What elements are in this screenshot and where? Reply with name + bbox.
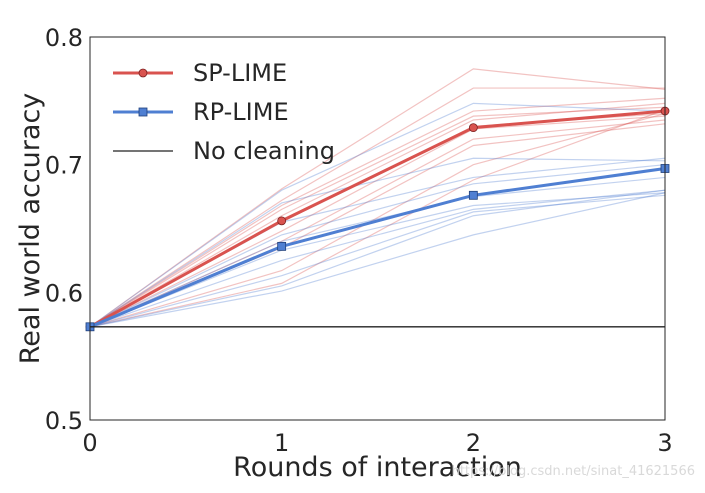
sp-lime-point (277, 216, 287, 226)
rp-lime-run-line (89, 176, 666, 328)
legend: SP-LIME RP-LIME No cleaning (113, 59, 335, 165)
rp-lime-run-line (89, 189, 666, 328)
legend-sp-lime-label: SP-LIME (193, 59, 287, 87)
sp-lime-point (468, 123, 478, 133)
rp-lime-run-line (89, 189, 666, 328)
rp-lime-run-line (89, 194, 666, 328)
sp-lime-run-line (89, 68, 666, 328)
legend-no-cleaning-label: No cleaning (193, 137, 335, 165)
x-tick-label: 2 (466, 429, 481, 457)
rp-lime-run-line (89, 102, 666, 328)
y-tick-label: 0.7 (45, 152, 83, 180)
axis-ticks: 0 1 2 3 0.5 0.6 0.7 0.8 (45, 24, 673, 457)
sp-lime-run-line (89, 113, 666, 328)
x-tick-label: 1 (274, 429, 289, 457)
x-tick-label: 0 (82, 429, 97, 457)
rp-lime-run-line (89, 157, 666, 328)
y-axis-label: Real world accuracy (15, 93, 46, 365)
rp-lime-point (277, 241, 287, 251)
legend-sp-lime-marker (138, 68, 148, 78)
rp-lime-point (468, 190, 478, 200)
legend-rp-lime-label: RP-LIME (193, 98, 289, 126)
rp-lime-run-line (89, 192, 666, 328)
watermark-text: https://blog.csdn.net/sinat_41621566 (451, 464, 695, 479)
sp-lime-line (89, 109, 666, 329)
sp-lime-run-line (89, 106, 666, 328)
x-tick-label: 3 (657, 429, 672, 457)
x-axis-label: Rounds of interaction (233, 452, 522, 483)
sp-lime-run-line (89, 102, 666, 328)
individual-runs (89, 68, 666, 328)
legend-rp-lime-marker (138, 107, 148, 117)
sp-lime-run-line (89, 87, 665, 328)
y-tick-label: 0.8 (45, 24, 83, 52)
rp-lime-run-line (89, 164, 666, 328)
plot-frame (89, 36, 666, 421)
rp-lime-line (89, 167, 666, 329)
sp-lime-run-line (89, 97, 666, 328)
y-tick-label: 0.5 (45, 407, 83, 435)
series-lines (85, 106, 670, 332)
rp-lime-run-line (89, 192, 666, 328)
sp-lime-run-line (89, 115, 666, 328)
sp-lime-run-line (89, 109, 666, 328)
sp-lime-run-line (89, 119, 666, 328)
y-tick-label: 0.6 (45, 279, 83, 307)
